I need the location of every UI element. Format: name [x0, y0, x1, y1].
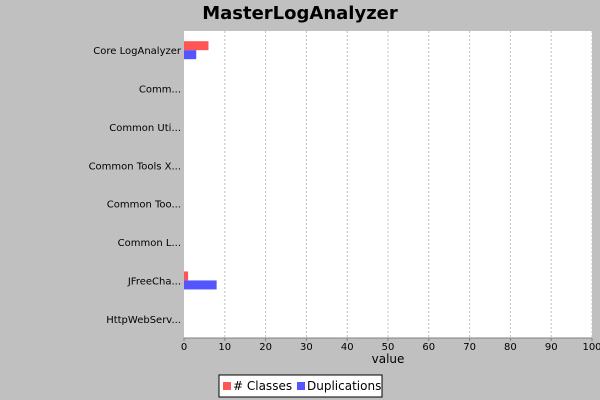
plot-area [184, 31, 593, 338]
category-label: HttpWebServ... [106, 315, 181, 326]
x-tick-label: 90 [545, 342, 558, 353]
category-label: Common Uti... [109, 123, 181, 134]
chart-title: MasterLogAnalyzer [202, 3, 398, 24]
x-tick-label: 70 [463, 342, 476, 353]
x-axis-label: value [372, 352, 405, 366]
category-label: Core LogAnalyzer [93, 46, 182, 57]
category-label: Common Too... [107, 200, 181, 211]
legend-label: Duplications [307, 379, 381, 393]
category-label: Comm... [139, 85, 181, 96]
x-tick-label: 0 [181, 342, 187, 353]
x-tick-label: 30 [300, 342, 313, 353]
x-tick-label: 80 [504, 342, 517, 353]
legend-label: # Classes [233, 379, 292, 393]
bar-classes [184, 271, 189, 281]
legend-swatch [223, 382, 231, 390]
x-tick-label: 60 [422, 342, 435, 353]
x-tick-label: 10 [218, 342, 231, 353]
x-tick-label: 50 [382, 342, 395, 353]
category-label: Common Tools X... [89, 161, 181, 172]
bar-duplications [184, 50, 197, 60]
category-label: JFreeCha... [127, 276, 181, 287]
category-label: Common L... [118, 238, 181, 249]
x-tick-label: 20 [259, 342, 272, 353]
category-labels: Core LogAnalyzer Comm... Common Uti... Comm… [89, 46, 182, 326]
legend-swatch [297, 382, 305, 390]
bar-classes [184, 41, 209, 51]
x-tick-label: 100 [582, 342, 600, 353]
legend: # Classes Duplications [218, 374, 383, 398]
x-tick-label: 40 [341, 342, 354, 353]
x-axis: 0 10 20 30 40 50 60 70 80 90 100 [181, 337, 600, 353]
bar-duplications [184, 280, 217, 290]
